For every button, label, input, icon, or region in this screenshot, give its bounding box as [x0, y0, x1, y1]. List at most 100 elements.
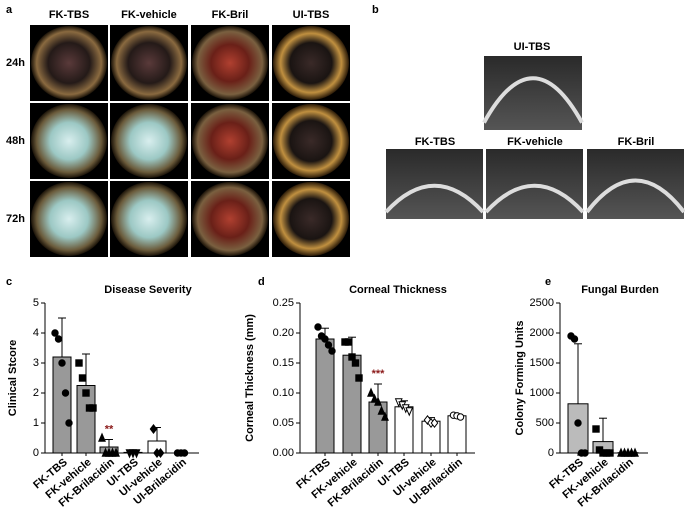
y-axis-label: Clinical Stcore: [7, 340, 19, 416]
eye: [192, 104, 268, 178]
eye: [192, 26, 268, 100]
data-point: [351, 359, 360, 367]
row-label: 72h: [6, 213, 25, 225]
column-label: FK-TBS: [49, 9, 89, 21]
data-point: [314, 323, 322, 331]
image-label: FK-TBS: [415, 136, 455, 148]
data-point: [606, 449, 614, 457]
bar: [368, 401, 388, 454]
data-point: [367, 387, 375, 397]
data-point: [98, 432, 106, 442]
eye: [111, 182, 187, 256]
data-point: [75, 359, 83, 367]
data-point: [132, 449, 141, 459]
y-tick-label: 0.15: [273, 357, 294, 369]
y-tick-label: 2500: [530, 297, 554, 309]
bar: [315, 338, 335, 454]
eye: [192, 182, 268, 256]
data-point: [112, 447, 120, 457]
y-tick-label: 0.10: [273, 387, 294, 399]
y-tick-label: 1: [33, 417, 39, 429]
data-point: [324, 341, 333, 349]
y-tick-label: 5: [33, 297, 39, 309]
data-point: [82, 389, 90, 397]
panel-label: d: [258, 276, 265, 288]
y-tick-label: 0.20: [273, 327, 294, 339]
image-label: FK-vehicle: [507, 136, 563, 148]
data-point: [631, 447, 639, 457]
panel-label: c: [6, 276, 12, 288]
data-point: [370, 393, 379, 403]
data-point: [156, 447, 165, 459]
y-tick-label: 0.00: [273, 447, 294, 459]
chart-title: Disease Severity: [104, 284, 192, 296]
column-label: FK-Bril: [212, 9, 249, 21]
oct-cornea: [585, 178, 685, 214]
data-point: [430, 417, 439, 429]
y-axis-label: Colony Forming Units: [514, 321, 526, 436]
panel-label: a: [6, 4, 13, 16]
y-tick-label: 500: [536, 417, 554, 429]
data-point: [581, 449, 589, 457]
y-tick-label: 0: [548, 447, 554, 459]
panel-label: e: [545, 276, 551, 288]
image-label: UI-TBS: [514, 41, 551, 53]
data-point: [377, 405, 386, 415]
oct-image: [587, 149, 684, 219]
column-label: FK-vehicle: [121, 9, 177, 21]
data-point: [570, 335, 579, 343]
bar: [567, 403, 589, 454]
data-point: [180, 449, 189, 457]
eye: [273, 26, 349, 100]
eye: [111, 26, 187, 100]
data-point: [51, 329, 59, 337]
y-tick-label: 0: [33, 447, 39, 459]
significance: ***: [372, 368, 386, 380]
chart-title: Corneal Thickness: [349, 284, 447, 296]
significance: **: [105, 423, 114, 435]
data-point: [89, 404, 97, 412]
data-point: [328, 347, 336, 355]
data-point: [456, 413, 465, 421]
y-tick-label: 1500: [530, 357, 554, 369]
data-point: [58, 359, 66, 367]
y-tick-label: 0.05: [273, 417, 294, 429]
y-tick-label: 1000: [530, 387, 554, 399]
eye: [31, 182, 107, 256]
y-tick-label: 4: [33, 327, 39, 339]
bar: [447, 415, 467, 454]
column-label: UI-TBS: [293, 9, 330, 21]
bar: [52, 356, 72, 454]
chart-title: Fungal Burden: [581, 284, 659, 296]
row-label: 24h: [6, 57, 25, 69]
data-point: [344, 338, 353, 346]
eye: [273, 104, 349, 178]
data-point: [61, 389, 70, 397]
data-point: [355, 374, 363, 382]
row-label: 48h: [6, 135, 25, 147]
image-label: FK-Bril: [618, 136, 655, 148]
data-point: [348, 353, 356, 361]
data-point: [65, 419, 73, 427]
oct-image: [484, 56, 582, 130]
oct-cornea: [482, 76, 584, 124]
y-tick-label: 2000: [530, 327, 554, 339]
data-point: [405, 407, 414, 417]
data-point: [381, 411, 389, 421]
panel-label: b: [372, 4, 379, 16]
data-point: [574, 419, 582, 427]
y-tick-label: 2: [33, 387, 39, 399]
eye: [31, 104, 107, 178]
y-tick-label: 0.25: [273, 297, 294, 309]
oct-cornea: [484, 183, 585, 214]
bar: [342, 354, 362, 454]
y-axis-label: Corneal Thickness (mm): [244, 314, 256, 442]
data-point: [592, 425, 600, 433]
oct-cornea: [384, 183, 485, 214]
eye: [111, 104, 187, 178]
data-point: [78, 374, 87, 382]
y-tick-label: 3: [33, 357, 39, 369]
data-point: [54, 335, 63, 343]
data-point: [321, 335, 329, 343]
